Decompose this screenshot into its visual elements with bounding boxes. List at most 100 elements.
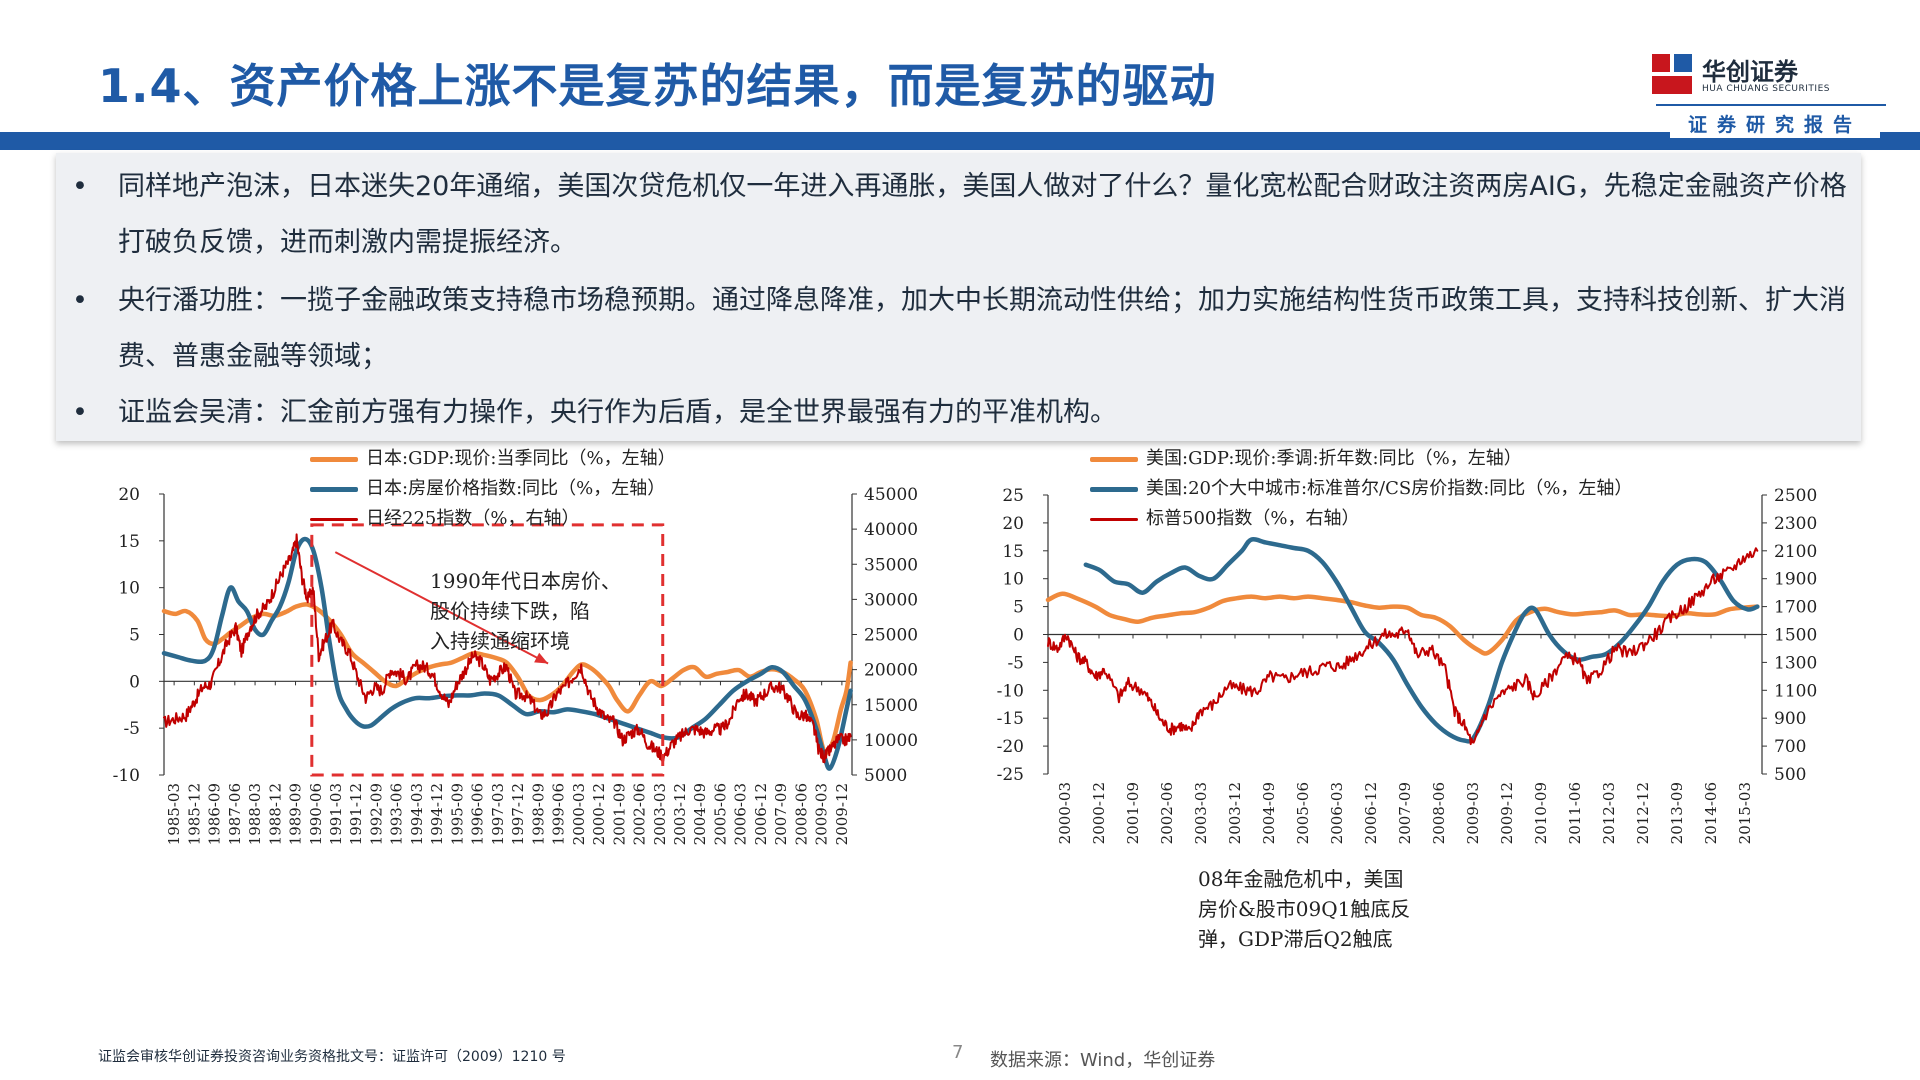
- japan-legend: 日本:GDP:现价:当季同比（%，左轴） 日本:房屋价格指数:同比（%，左轴） …: [310, 444, 676, 534]
- x-tick-label: 2009-03: [813, 783, 831, 845]
- right-tick-label: 500: [1774, 765, 1806, 785]
- right-tick-label: 1100: [1774, 681, 1817, 701]
- left-tick-label: 20: [1002, 514, 1024, 534]
- legend-item-stock: 日经225指数（%，右轴）: [310, 504, 676, 534]
- x-tick-label: 1994-12: [428, 783, 446, 845]
- japan-chart-svg: 20 15 10 5 0 -5 -10 45000 40000 35000 30000 25000 20…: [113, 485, 918, 845]
- left-tick-label: 25: [1002, 486, 1024, 506]
- legend-label: 日本:房屋价格指数:同比（%，左轴）: [366, 478, 666, 499]
- logo-name-en: HUA CHUANG SECURITIES: [1702, 84, 1830, 94]
- x-tick-label: 2012-03: [1600, 782, 1618, 844]
- x-tick-label: 2000-03: [570, 783, 588, 845]
- x-tick-label: 2014-06: [1702, 782, 1720, 844]
- x-tick-label: 2006-03: [732, 783, 750, 845]
- x-tick-label: 2008-06: [792, 783, 810, 845]
- x-tick-label: 1991-03: [327, 783, 345, 845]
- x-tick-label: 2001-09: [610, 783, 628, 845]
- us-legend: 美国:GDP:现价:季调:折年数:同比（%，左轴） 美国:20个大中城市:标准普…: [1090, 444, 1632, 534]
- right-tick-label: 20000: [864, 661, 918, 681]
- x-tick-label: 1998-09: [529, 783, 547, 845]
- left-tick-label: 10: [1002, 570, 1024, 590]
- x-tick-label: 2009-12: [833, 783, 851, 845]
- right-tick-label: 40000: [864, 520, 918, 540]
- x-tick-label: 1988-12: [266, 783, 284, 845]
- bullet-text: 央行潘功胜：一揽子金融政策支持稳市场稳预期。通过降息降准，加大中长期流动性供给；…: [118, 285, 1846, 372]
- x-tick-label: 1985-03: [165, 783, 183, 845]
- x-tick-label: 1988-03: [246, 783, 264, 845]
- x-tick-label: 1989-09: [287, 783, 305, 845]
- japan-annotation: 1990年代日本房价、 股价持续下跌，陷 入持续通缩环境: [430, 566, 621, 656]
- annotation-line: 08年金融危机中，美国: [1198, 867, 1404, 891]
- x-tick-label: 2015-03: [1736, 782, 1754, 844]
- right-tick-label: 15000: [864, 696, 918, 716]
- left-tick-label: -25: [997, 765, 1024, 785]
- right-tick-label: 10000: [864, 731, 918, 751]
- left-tick-label: 5: [1013, 598, 1024, 618]
- arrow-head-icon: [534, 652, 549, 664]
- left-tick-label: 0: [129, 672, 140, 692]
- x-tick-label: 2003-12: [1226, 782, 1244, 844]
- x-tick-label: 1990-06: [307, 783, 325, 845]
- series-line-1: [161, 536, 853, 771]
- x-tick-label: 2000-12: [1090, 782, 1108, 844]
- legend-label: 日经225指数（%，右轴）: [366, 508, 580, 529]
- x-tick-label: 2004-09: [1260, 782, 1278, 844]
- right-tick-label: 1300: [1774, 653, 1817, 673]
- bullet-dot-icon: •: [72, 285, 88, 316]
- x-tick-label: 2013-09: [1668, 782, 1686, 844]
- legend-item-house: 美国:20个大中城市:标准普尔/CS房价指数:同比（%，左轴）: [1090, 474, 1632, 504]
- legend-item-gdp: 美国:GDP:现价:季调:折年数:同比（%，左轴）: [1090, 444, 1632, 474]
- header-band: [0, 132, 1920, 150]
- bullet-text: 证监会吴清：汇金前方强有力操作，央行作为后盾，是全世界最强有力的平准机构。: [118, 397, 1117, 428]
- left-tick-label: -10: [113, 766, 140, 786]
- x-tick-label: 1986-09: [206, 783, 224, 845]
- x-tick-label: 2003-03: [1192, 782, 1210, 844]
- trend-arrow: [334, 551, 549, 665]
- left-tick-label: 5: [129, 626, 140, 646]
- legend-swatch-icon: [310, 517, 358, 521]
- right-tick-label: 1500: [1774, 626, 1817, 646]
- logo-mark-icon: [1652, 54, 1692, 94]
- right-tick-label: 1700: [1774, 598, 1817, 618]
- legend-item-stock: 标普500指数（%，右轴）: [1090, 504, 1632, 534]
- annotation-line: 股价持续下跌，陷: [430, 599, 590, 623]
- page-number: 7: [952, 1042, 964, 1063]
- bullet-dot-icon: •: [72, 171, 88, 202]
- left-tick-label: -20: [997, 737, 1024, 757]
- x-tick-label: 2012-12: [1634, 782, 1652, 844]
- x-tick-label: 1987-06: [226, 783, 244, 845]
- x-tick-label: 1997-03: [489, 783, 507, 845]
- x-tick-label: 2006-03: [1328, 782, 1346, 844]
- x-tick-label: 1995-09: [448, 783, 466, 845]
- right-tick-label: 2300: [1774, 514, 1817, 534]
- right-tick-label: 1900: [1774, 570, 1817, 590]
- page-title: 1.4、资产价格上涨不是复苏的结果，而是复苏的驱动: [98, 59, 1217, 113]
- x-tick-label: 1992-09: [367, 783, 385, 845]
- report-type-label: 证券研究报告: [1670, 112, 1880, 138]
- left-tick-label: 15: [118, 532, 140, 552]
- left-tick-label: -5: [1007, 653, 1024, 673]
- right-tick-label: 30000: [864, 590, 918, 610]
- right-tick-label: 700: [1774, 737, 1806, 757]
- series-line-1: [1083, 537, 1760, 744]
- x-tick-label: 2008-06: [1430, 782, 1448, 844]
- x-tick-label: 2010-09: [1532, 782, 1550, 844]
- x-tick-label: 2009-03: [1464, 782, 1482, 844]
- x-tick-label: 2003-03: [651, 783, 669, 845]
- bullet-box: • 同样地产泡沫，日本迷失20年通缩，美国次贷危机仅一年进入再通胀，美国人做对了…: [56, 153, 1861, 441]
- x-tick-label: 2004-09: [691, 783, 709, 845]
- left-tick-label: 10: [118, 579, 140, 599]
- left-tick-label: 15: [1002, 542, 1024, 562]
- japan-chart: 20 15 10 5 0 -5 -10 45000 40000 35000 30000 25000 20…: [0, 440, 960, 1040]
- us-annotation: 08年金融危机中，美国 房价&股市09Q1触底反 弹，GDP滞后Q2触底: [1198, 864, 1411, 954]
- x-tick-label: 1985-12: [185, 783, 203, 845]
- right-tick-label: 45000: [864, 485, 918, 505]
- x-tick-label: 2003-12: [671, 783, 689, 845]
- bullet-text: 同样地产泡沫，日本迷失20年通缩，美国次贷危机仅一年进入再通胀，美国人做对了什么…: [118, 171, 1847, 258]
- legend-item-gdp: 日本:GDP:现价:当季同比（%，左轴）: [310, 444, 676, 474]
- annotation-line: 房价&股市09Q1触底反: [1198, 897, 1411, 921]
- right-tick-label: 2500: [1774, 486, 1817, 506]
- x-tick-label: 2007-09: [1396, 782, 1414, 844]
- x-tick-label: 2005-06: [711, 783, 729, 845]
- x-tick-label: 2006-12: [1362, 782, 1380, 844]
